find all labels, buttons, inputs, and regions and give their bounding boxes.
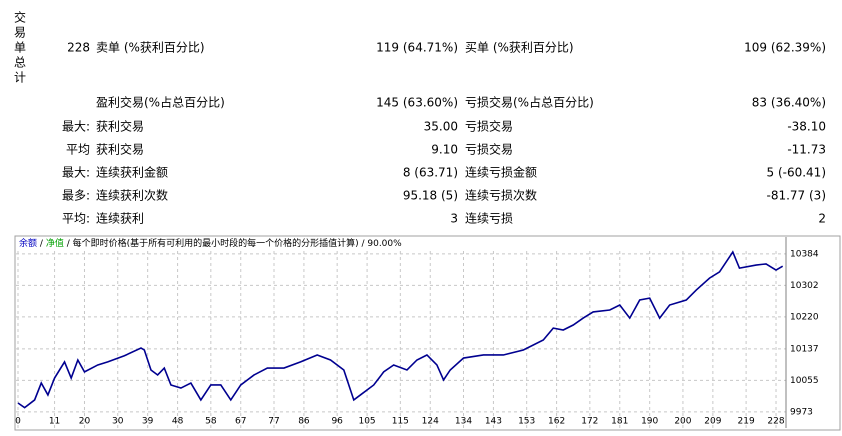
y-tick-label: 10137 — [790, 344, 819, 354]
x-tick-label: 115 — [392, 417, 409, 427]
x-tick-label: 209 — [704, 417, 721, 427]
stat-value: 95.18 (5) — [403, 189, 458, 203]
stat-value: 109 (62.39%) — [744, 41, 826, 55]
stat-label: 连续亏损金额 — [465, 165, 537, 180]
x-tick-label: 20 — [79, 417, 91, 427]
x-tick-label: 86 — [298, 417, 310, 427]
stat-lead: 最多: — [62, 189, 90, 203]
stat-value: 3 — [450, 212, 458, 226]
legend-item: 余额 — [19, 237, 37, 249]
stat-label: 连续亏损 — [465, 211, 513, 226]
stat-label: 连续获利次数 — [96, 188, 168, 203]
stat-label: 获利交易 — [96, 142, 144, 157]
stat-label: 亏损交易 — [465, 142, 513, 157]
x-tick-label: 11 — [49, 417, 60, 427]
x-tick-label: 77 — [268, 417, 279, 427]
y-tick-label: 10302 — [790, 281, 819, 291]
x-tick-label: 228 — [767, 417, 784, 427]
x-tick-label: 153 — [518, 417, 535, 427]
x-tick-label: 200 — [674, 417, 691, 427]
stat-value: 8 (63.71) — [403, 166, 458, 180]
stat-value: 145 (63.60%) — [376, 96, 458, 110]
legend-item: 净值 — [46, 237, 64, 249]
legend-item: / 每个即时价格(基于所有可利用的最小时段的每一个价格的分形插值计算) / 90… — [67, 237, 402, 249]
stat-lead: 最大: — [62, 120, 90, 134]
stat-value: 5 (-60.41) — [767, 166, 827, 180]
x-tick-label: 124 — [422, 417, 439, 427]
stat-label: 连续获利金额 — [96, 165, 168, 180]
x-tick-label: 0 — [15, 417, 21, 427]
y-tick-label: 10220 — [790, 312, 819, 322]
stat-value: 9.10 — [431, 143, 458, 157]
x-tick-label: 162 — [548, 417, 565, 427]
side-label: 交 — [14, 10, 26, 25]
x-tick-label: 96 — [331, 417, 343, 427]
x-tick-label: 134 — [455, 417, 472, 427]
stat-label: 获利交易 — [96, 119, 144, 134]
stat-lead: 平均 — [66, 143, 90, 157]
balance-line — [17, 250, 784, 409]
x-tick-label: 172 — [581, 417, 598, 427]
stat-label: 亏损交易 — [465, 119, 513, 134]
stat-value: -11.73 — [787, 143, 826, 157]
stat-value: -81.77 (3) — [767, 189, 827, 203]
stat-lead: 228 — [67, 41, 90, 55]
x-tick-label: 48 — [172, 417, 184, 427]
y-tick-label: 10384 — [790, 249, 819, 259]
x-tick-label: 181 — [611, 417, 628, 427]
stat-value: -38.10 — [787, 120, 826, 134]
stat-value: 83 (36.40%) — [752, 96, 826, 110]
stat-label: 连续亏损次数 — [465, 188, 537, 203]
x-tick-label: 30 — [112, 417, 124, 427]
stat-label: 买单 (%获利百分比) — [465, 41, 574, 55]
chart-frame — [14, 235, 841, 431]
stat-label: 亏损交易(%占总百分比) — [465, 95, 594, 110]
x-tick-label: 219 — [738, 417, 755, 427]
side-label: 计 — [14, 71, 26, 85]
stat-lead: 平均: — [62, 212, 90, 226]
side-label: 单 — [14, 41, 26, 55]
stat-value: 119 (64.71%) — [376, 41, 458, 55]
legend-item: / — [40, 239, 44, 249]
y-tick-label: 9973 — [790, 407, 813, 417]
x-tick-label: 39 — [142, 417, 154, 427]
stat-lead: 最大: — [62, 166, 90, 180]
side-label: 易 — [14, 26, 26, 40]
y-tick-label: 10055 — [790, 376, 819, 386]
stat-value: 2 — [818, 212, 826, 226]
stat-label: 连续获利 — [96, 211, 144, 226]
stat-value: 35.00 — [424, 120, 458, 134]
x-tick-label: 58 — [205, 417, 217, 427]
x-tick-label: 67 — [235, 417, 246, 427]
legend: 余额 / 净值 / 每个即时价格(基于所有可利用的最小时段的每一个价格的分形插值… — [19, 237, 402, 249]
stat-label: 盈利交易(%占总百分比) — [96, 95, 225, 110]
stat-label: 卖单 (%获利百分比) — [96, 41, 205, 55]
x-tick-label: 190 — [641, 417, 658, 427]
x-tick-label: 105 — [358, 417, 375, 427]
x-tick-label: 143 — [485, 417, 502, 427]
side-label: 总 — [14, 56, 26, 70]
